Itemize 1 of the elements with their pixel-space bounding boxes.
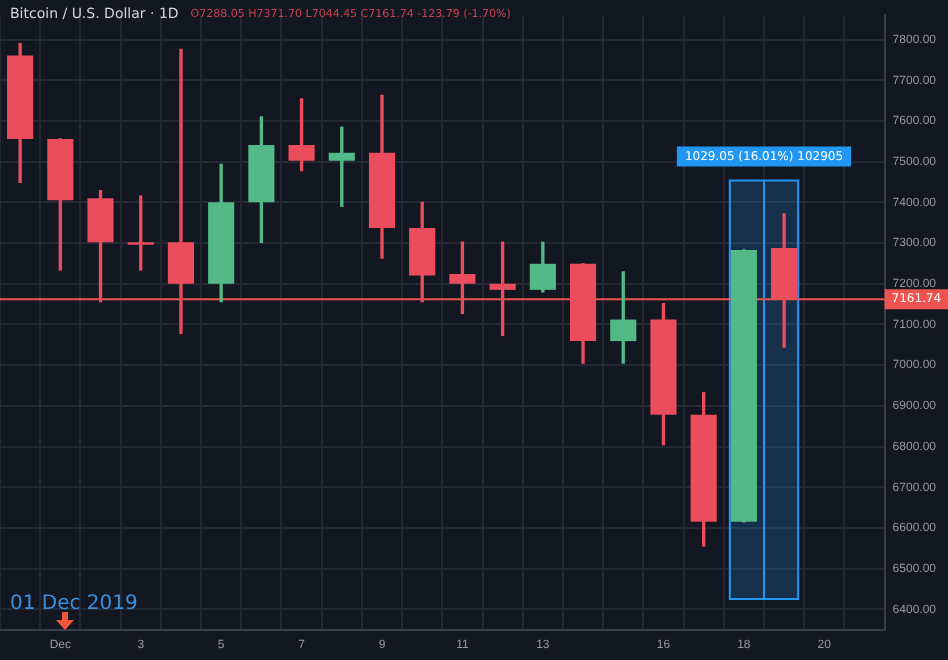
annotation: 01 Dec 2019	[10, 592, 138, 615]
